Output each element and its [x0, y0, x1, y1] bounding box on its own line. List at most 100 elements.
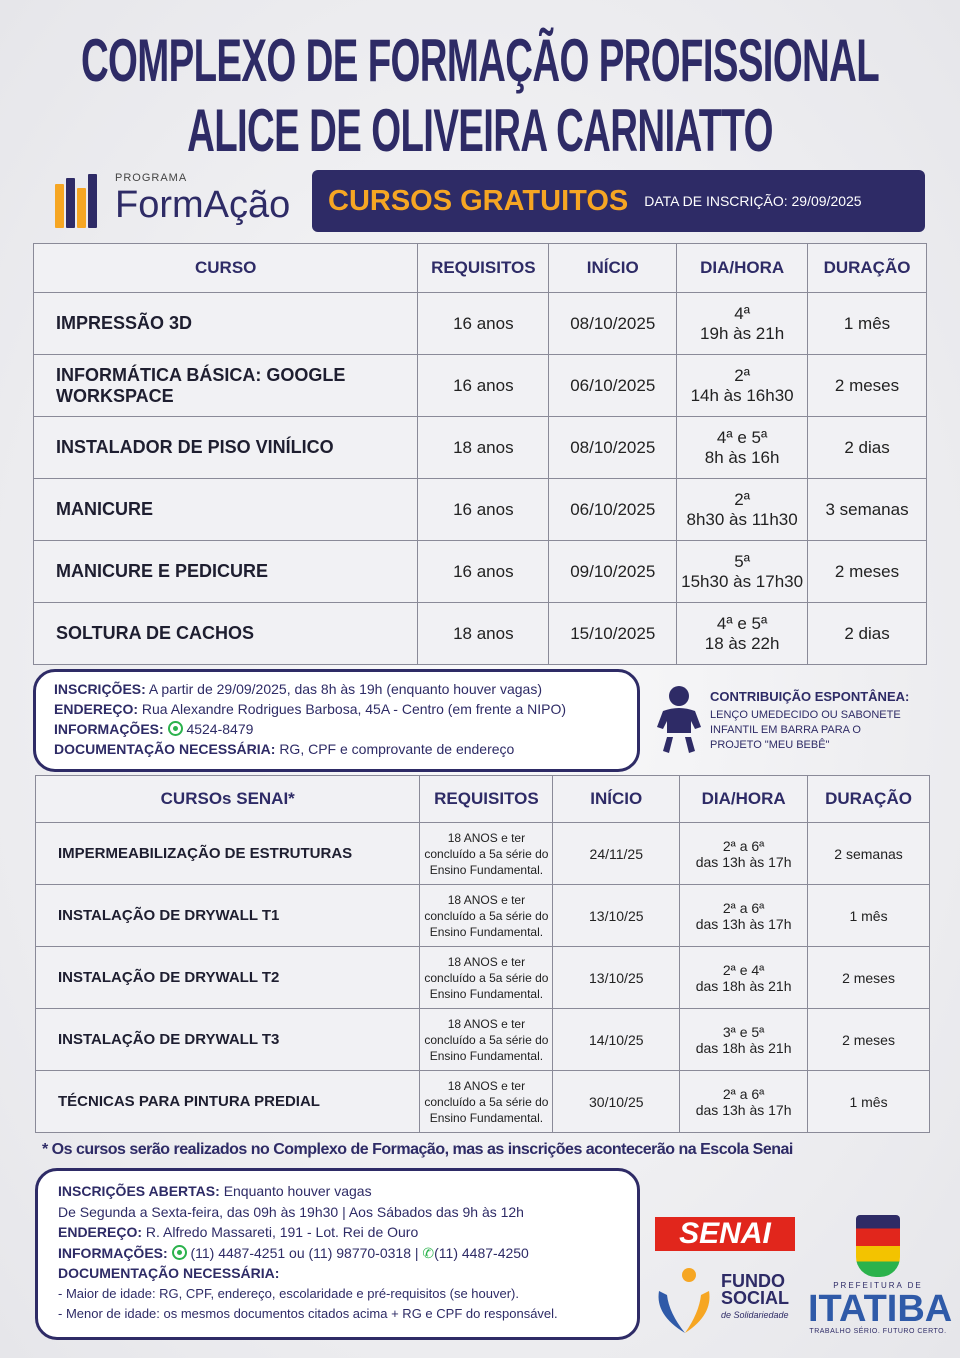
- label: DOCUMENTAÇÃO NECESSÁRIA:: [54, 741, 276, 757]
- course-name: SOLTURA DE CACHOS: [32, 602, 419, 665]
- logo-name: FormAção: [115, 184, 291, 226]
- hours: das 13h às 17h: [695, 915, 792, 932]
- hours: das 13h às 17h: [695, 853, 792, 870]
- registration-date: DATA DE INSCRIÇÃO: 29/09/2025: [644, 193, 862, 209]
- day-time: 2ª 14h às 16h30: [676, 354, 809, 417]
- courses-banner: CURSOS GRATUITOS DATA DE INSCRIÇÃO: 29/0…: [312, 170, 925, 232]
- hours: 18 às 22h: [704, 633, 780, 653]
- table-row: INSTALADOR DE PISO VINÍLICO 18 anos 08/1…: [32, 416, 927, 479]
- hours: das 18h às 21h: [695, 1039, 792, 1056]
- table-row: IMPRESSÃO 3D 16 anos 08/10/2025 4ª 19h às…: [32, 292, 927, 355]
- hours: 19h às 21h: [700, 323, 785, 343]
- duration: 1 mês: [807, 292, 927, 355]
- column-header: INÍCIO: [552, 775, 681, 823]
- days: 2ª a 6ª: [722, 899, 765, 916]
- hours: 14h às 16h30: [690, 385, 794, 405]
- table-row: IMPERMEABILIZAÇÃO DE ESTRUTURAS 18 ANOS …: [34, 822, 930, 885]
- hours: 8h30 às 11h30: [686, 509, 798, 529]
- course-name: INSTALAÇÃO DE DRYWALL T3: [34, 1008, 421, 1071]
- banner-title: CURSOS GRATUITOS: [328, 184, 629, 217]
- hours: das 13h às 17h: [695, 1101, 792, 1118]
- duration: 3 semanas: [807, 478, 927, 541]
- requirements: 18 ANOS e ter concluído a 5a série do En…: [419, 1070, 554, 1133]
- start-date: 09/10/2025: [548, 540, 678, 603]
- schedule: De Segunda a Sexta-feira, das 09h às 19h…: [58, 1203, 524, 1220]
- duration: 1 mês: [807, 1070, 930, 1133]
- table-row: INFORMÁTICA BÁSICA: GOOGLE WORKSPACE 16 …: [32, 354, 927, 417]
- day-time: 3ª e 5ª das 18h às 21h: [679, 1008, 809, 1071]
- value: Enquanto houver vagas: [223, 1183, 372, 1199]
- hours: 8h às 16h: [704, 447, 780, 467]
- books-icon: [55, 174, 105, 228]
- table-row: MANICURE 16 anos 06/10/2025 2ª 8h30 às 11…: [32, 478, 927, 541]
- slogan: TRABALHO SÉRIO. FUTURO CERTO.: [809, 1328, 947, 1335]
- requirements: 16 anos: [417, 478, 550, 541]
- days: 4ª: [734, 303, 750, 323]
- duration: 2 dias: [807, 416, 927, 479]
- course-name: INSTALAÇÃO DE DRYWALL T1: [34, 884, 421, 947]
- label: ENDEREÇO:: [58, 1224, 143, 1240]
- prefeitura-text: PREFEITURA DE: [833, 1281, 923, 1290]
- requirements: 16 anos: [417, 540, 550, 603]
- coat-of-arms-icon: [856, 1215, 900, 1277]
- prefeitura-itatiba-logo: PREFEITURA DE ITATIBA TRABALHO SÉRIO. FU…: [808, 1215, 953, 1340]
- courses-table: CURSO REQUISITOS INÍCIO DIA/HORA DURAÇÃO IMP…: [32, 243, 927, 665]
- formacao-logo: PROGRAMA FormAção: [55, 170, 300, 232]
- column-header: DIA/HORA: [676, 243, 809, 293]
- value: Rua Alexandre Rodrigues Barbosa, 45A - C…: [141, 701, 567, 717]
- column-header: DURAÇÃO: [807, 775, 930, 823]
- requirements: 16 anos: [417, 354, 550, 417]
- duration: 2 meses: [807, 1008, 930, 1071]
- itatiba-text: ITATIBA: [808, 1288, 953, 1330]
- course-name: TÉCNICAS PARA PINTURA PREDIAL: [34, 1070, 421, 1133]
- column-header: DURAÇÃO: [807, 243, 927, 293]
- start-date: 06/10/2025: [548, 478, 678, 541]
- registration-info-box: INSCRIÇÕES: A partir de 29/09/2025, das …: [33, 669, 640, 772]
- day-time: 4ª e 5ª 8h às 16h: [676, 416, 809, 479]
- logo-program-label: PROGRAMA: [115, 172, 188, 184]
- start-date: 14/10/25: [552, 1008, 681, 1071]
- phone: (11) 4487-4250: [434, 1244, 529, 1261]
- label: ENDEREÇO:: [54, 701, 139, 717]
- days: 2ª: [734, 489, 750, 509]
- value: R. Alfredo Massareti, 191 - Lot. Rei de …: [145, 1224, 419, 1240]
- start-date: 30/10/25: [552, 1070, 681, 1133]
- requirements: 18 ANOS e ter concluído a 5a série do En…: [419, 946, 554, 1009]
- start-date: 13/10/25: [552, 946, 681, 1009]
- doc-minor: - Menor de idade: os mesmos documentos c…: [58, 1306, 558, 1321]
- day-time: 4ª 19h às 21h: [676, 292, 809, 355]
- course-name: MANICURE: [32, 478, 419, 541]
- days: 5ª: [734, 551, 750, 571]
- start-date: 24/11/25: [552, 822, 681, 885]
- days: 2ª e 4ª: [722, 961, 765, 978]
- start-date: 06/10/2025: [548, 354, 678, 417]
- course-name: IMPERMEABILIZAÇÃO DE ESTRUTURAS: [34, 822, 421, 885]
- column-header: CURSOs SENAI*: [34, 775, 421, 823]
- day-time: 5ª 15h30 às 17h30: [676, 540, 809, 603]
- contribution-text: LENÇO UMEDECIDO OU SABONETE INFANTIL EM …: [710, 709, 901, 751]
- column-header: INÍCIO: [548, 243, 678, 293]
- whatsapp-icon: [167, 721, 183, 736]
- duration: 2 meses: [807, 540, 927, 603]
- duration: 2 dias: [807, 602, 927, 665]
- heart-hands-icon: [658, 1268, 710, 1333]
- days: 2ª a 6ª: [722, 837, 765, 854]
- days: 4ª e 5ª: [716, 427, 768, 447]
- duration: 2 meses: [807, 946, 930, 1009]
- days: 3ª e 5ª: [722, 1023, 765, 1040]
- requirements: 18 ANOS e ter concluído a 5a série do En…: [419, 1008, 554, 1071]
- title-line-1: COMPLEXO DE FORMAÇÃO PROFISSIONAL: [80, 27, 880, 94]
- table-row: INSTALAÇÃO DE DRYWALL T1 18 ANOS e ter c…: [34, 884, 930, 947]
- day-time: 2ª a 6ª das 13h às 17h: [679, 1070, 809, 1133]
- duration: 1 mês: [807, 884, 930, 947]
- phone: 4524-8479: [186, 721, 254, 737]
- doc-adult: - Maior de idade: RG, CPF, endereço, esc…: [58, 1285, 519, 1301]
- senai-logo: SENAI: [655, 1217, 795, 1251]
- course-name: INFORMÁTICA BÁSICA: GOOGLE WORKSPACE: [32, 354, 419, 417]
- solidariedade-text: de Solidariedade: [721, 1310, 789, 1320]
- label: INSCRIÇÕES ABERTAS:: [58, 1183, 220, 1199]
- fundo-text: FUNDO: [721, 1271, 785, 1291]
- footnote: * Os cursos serão realizados no Complexo…: [42, 1141, 793, 1158]
- day-time: 2ª a 6ª das 13h às 17h: [679, 884, 809, 947]
- whatsapp-icon: [171, 1244, 187, 1260]
